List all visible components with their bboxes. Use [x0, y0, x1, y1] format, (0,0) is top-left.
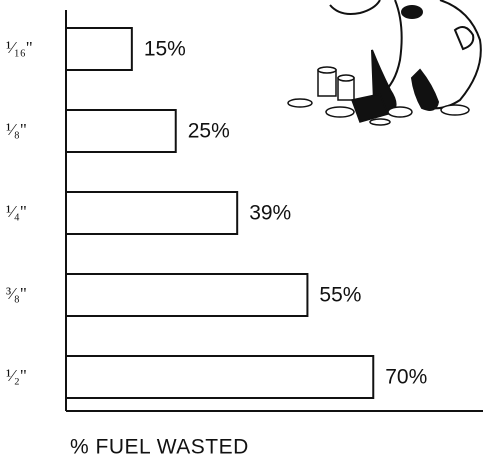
- illustration: [288, 0, 481, 125]
- chart: % FUEL WASTED ¹⁄₁₆" 15% ¹⁄₈" 25% ¹⁄₄" 39% ³⁄₈"…: [0, 0, 483, 463]
- y-tick-label: ¹⁄₁₆": [6, 38, 33, 57]
- value-label: 25%: [188, 120, 230, 143]
- bar: [66, 110, 176, 152]
- bar: [66, 274, 307, 316]
- x-axis-title: % FUEL WASTED: [70, 436, 249, 459]
- bar: [66, 356, 373, 398]
- y-tick-label: ³⁄₈": [6, 284, 27, 303]
- y-tick-label: ¹⁄₈": [6, 120, 27, 139]
- bar: [66, 28, 132, 70]
- value-label: 39%: [249, 202, 291, 225]
- y-tick-label: ¹⁄₂": [6, 366, 27, 385]
- value-label: 70%: [385, 366, 427, 389]
- bar: [66, 192, 237, 234]
- value-label: 15%: [144, 38, 186, 61]
- value-label: 55%: [319, 284, 361, 307]
- y-tick-label: ¹⁄₄": [6, 202, 27, 221]
